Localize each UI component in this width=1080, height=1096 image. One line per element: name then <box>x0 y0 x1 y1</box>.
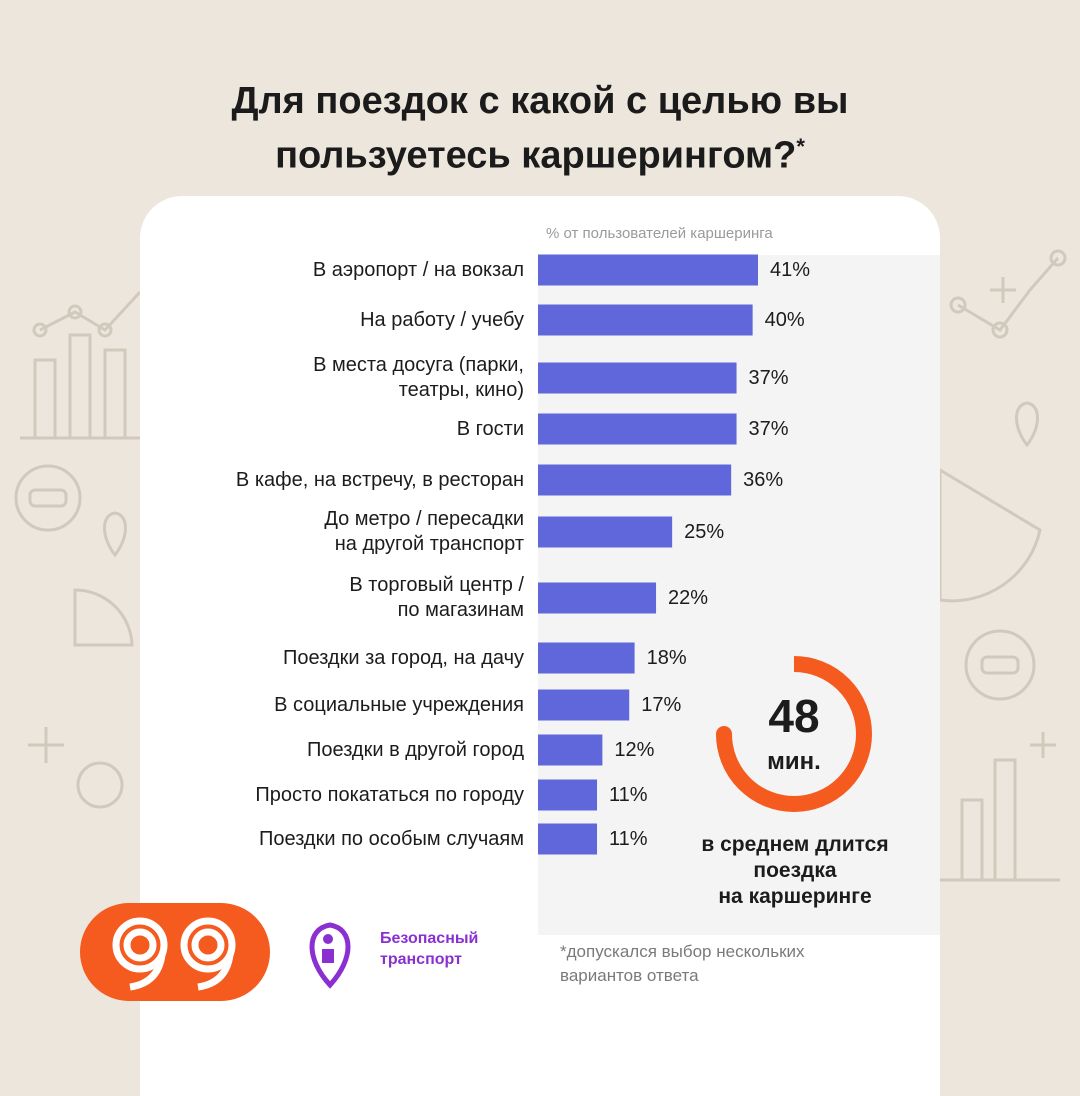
category-label-line: Просто покататься по городу <box>255 783 524 806</box>
category-label: Поездки по особым случаям <box>154 827 524 852</box>
category-label-line: на другой транспорт <box>334 533 524 555</box>
bar-11 <box>538 779 598 811</box>
footnote: *допускался выбор нескольких вариантов о… <box>560 940 900 988</box>
bar-value-label: 18% <box>646 647 687 669</box>
small-pie-deco-icon <box>76 761 124 809</box>
title-line-1: Для поездок с какой с целью вы <box>231 80 849 122</box>
category-label: В аэропорт / на вокзал <box>154 258 524 283</box>
bar-value-label: 37% <box>748 418 789 440</box>
bar-value-label: 41% <box>770 259 811 281</box>
bar-3 <box>538 362 737 394</box>
bar-value-label: 17% <box>641 694 682 716</box>
category-label-line: Поездки за город, на дачу <box>283 646 524 669</box>
category-label-line: В торговый центр / <box>349 574 524 596</box>
logo-99[interactable] <box>80 903 270 1001</box>
safe-transport-text: Безопасный транспорт <box>380 928 520 970</box>
plus-deco-icon <box>28 727 64 763</box>
bar-value-label: 11% <box>609 828 648 850</box>
duration-unit: мин. <box>767 748 821 775</box>
pie-right-deco-icon <box>938 467 1042 603</box>
category-label: Поездки в другой город <box>154 738 524 763</box>
bar-2 <box>538 304 753 336</box>
pin-deco-icon <box>103 511 127 558</box>
bar-value-label: 36% <box>743 469 784 491</box>
category-label-line: Поездки в другой город <box>307 738 524 761</box>
bar-4 <box>538 413 737 445</box>
safe-text-line-2: транспорт <box>380 951 462 968</box>
bar-value-label: 22% <box>668 587 709 609</box>
caption-line-2: поездка <box>753 859 837 882</box>
category-label-line: по магазинам <box>397 599 524 621</box>
duration-number: 48 <box>768 690 820 742</box>
chart-title: Для поездок с какой с целью вы пользуете… <box>0 78 1080 179</box>
bars-right-deco-icon <box>940 732 1060 882</box>
safe-transport-badge[interactable] <box>288 903 520 1001</box>
caption-line-3: на каршеринге <box>718 885 872 908</box>
footnote-line-1: *допускался выбор нескольких <box>560 942 805 961</box>
category-label-line: На работу / учебу <box>360 308 524 331</box>
category-label: В торговый центр / по магазинам <box>154 573 524 623</box>
car-right-deco-icon <box>964 629 1036 701</box>
category-label: В социальные учреждения <box>154 693 524 718</box>
bar-value-label: 12% <box>614 739 655 761</box>
axis-unit-label: % от пользователей каршеринга <box>546 225 773 242</box>
line-chart-deco-icon <box>949 249 1067 339</box>
bar-5 <box>538 464 732 496</box>
bar-7 <box>538 582 657 614</box>
bar-value-label: 25% <box>684 521 725 543</box>
category-label-line: В аэропорт / на вокзал <box>312 258 524 281</box>
car-deco-icon <box>14 464 82 532</box>
title-line-2: пользуетесь каршерингом?* <box>275 134 805 177</box>
category-label: Просто покататься по городу <box>154 783 524 808</box>
bar-12 <box>538 823 598 855</box>
category-label: Поездки за город, на дачу <box>154 646 524 671</box>
duration-ring <box>716 656 872 812</box>
category-label-line: В социальные учреждения <box>274 693 524 716</box>
bar-10 <box>538 734 603 766</box>
category-label: До метро / пересадки на другой транспорт <box>154 507 524 557</box>
shield-person-pin-icon <box>309 922 351 989</box>
bar-9 <box>538 689 630 721</box>
category-label-line: В гости <box>456 417 524 440</box>
category-label: На работу / учебу <box>154 308 524 333</box>
bar-8 <box>538 642 635 674</box>
bar-chart-deco-icon <box>20 290 142 440</box>
title-asterisk: * <box>796 134 805 159</box>
bar-value-label: 37% <box>748 367 789 389</box>
bar-6 <box>538 516 673 548</box>
footnote-line-2: вариантов ответа <box>560 966 699 985</box>
category-label-line: До метро / пересадки <box>324 508 524 530</box>
category-label-line: театры, кино) <box>398 379 524 401</box>
bar-1 <box>538 254 758 286</box>
category-label: В кафе, на встречу, в ресторан <box>154 468 524 493</box>
duration-caption: в среднем длится поездка на каршеринге <box>670 832 920 910</box>
category-label-line: В места досуга (парки, <box>313 354 524 376</box>
caption-line-1: в среднем длится <box>701 833 889 856</box>
bar-value-label: 11% <box>609 784 648 806</box>
category-label: В гости <box>154 417 524 442</box>
logo-99-icon <box>112 917 236 991</box>
duration-ring-dot <box>716 726 732 742</box>
pin-right-deco-icon <box>1015 401 1039 448</box>
category-label-line: В кафе, на встречу, в ресторан <box>235 468 524 491</box>
duration-ring-arc <box>716 656 872 812</box>
safe-text-line-1: Безопасный <box>380 930 479 947</box>
bar-value-label: 40% <box>764 309 805 331</box>
category-label-line: Поездки по особым случаям <box>259 827 524 850</box>
category-label: В места досуга (парки, театры, кино) <box>154 353 524 403</box>
pie-deco-icon <box>73 588 134 647</box>
